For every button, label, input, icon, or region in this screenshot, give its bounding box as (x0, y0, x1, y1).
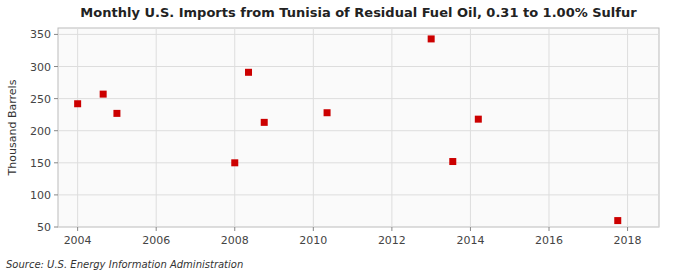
tick-label-x: 2006 (142, 234, 170, 247)
tick-label-y: 300 (30, 61, 51, 74)
grid-line-x (627, 28, 628, 227)
tick-y (54, 130, 58, 131)
point (324, 109, 331, 116)
source: Source: U.S. Energy Information Administ… (6, 259, 243, 270)
grid-line-x (549, 28, 550, 227)
tick-y (54, 227, 58, 228)
tick-label-y: 250 (30, 93, 51, 106)
tick-label-y: 100 (30, 189, 51, 202)
tick-label-y: 150 (30, 157, 51, 170)
tick-label-x: 2016 (535, 234, 563, 247)
grid-line-y (58, 66, 659, 67)
point (113, 110, 120, 117)
point (261, 119, 268, 126)
point (74, 100, 81, 107)
grid-line-x (313, 28, 314, 227)
tick-label-x: 2010 (299, 234, 327, 247)
tick-y (54, 34, 58, 35)
tick-label-y: 200 (30, 125, 51, 138)
grid-line-x (234, 28, 235, 227)
chart: 50 100 150 200 250 300 350 2004 2006 2008 2010 2012… (0, 0, 675, 275)
tick-x (549, 227, 550, 231)
tick-y (54, 194, 58, 195)
tick-x (470, 227, 471, 231)
tick-label-x: 2014 (456, 234, 484, 247)
tick-label-y: 50 (37, 221, 51, 234)
plot-frame (58, 28, 659, 227)
grid-line-y (58, 130, 659, 131)
tick-x (234, 227, 235, 231)
point (449, 158, 456, 165)
y-axis-label: Thousand Barrels (6, 79, 19, 176)
grid-line-y (58, 34, 659, 35)
tick-label-y: 350 (30, 28, 51, 41)
tick-label-x: 2012 (378, 234, 406, 247)
grid-line-x (391, 28, 392, 227)
point (245, 69, 252, 76)
point (475, 116, 482, 123)
grid-line-y (58, 194, 659, 195)
tick-label-x: 2018 (614, 234, 642, 247)
tick-y (54, 66, 58, 67)
grid-line-x (156, 28, 157, 227)
points (74, 35, 621, 224)
tick-x (391, 227, 392, 231)
grid-line-x (470, 28, 471, 227)
point (614, 217, 621, 224)
tick-x (156, 227, 157, 231)
grid-line-y (58, 227, 659, 228)
point (100, 91, 107, 98)
grid-line-y (58, 162, 659, 163)
point (231, 159, 238, 166)
tick-x (627, 227, 628, 231)
tick-y (54, 98, 58, 99)
tick-x (77, 227, 78, 231)
tick-x (313, 227, 314, 231)
grid-line-y (58, 98, 659, 99)
title: Monthly U.S. Imports from Tunisia of Res… (80, 5, 637, 20)
grid-line-x (77, 28, 78, 227)
tick-label-x: 2004 (64, 234, 92, 247)
tick-label-x: 2008 (221, 234, 249, 247)
point (428, 35, 435, 42)
tick-y (54, 162, 58, 163)
